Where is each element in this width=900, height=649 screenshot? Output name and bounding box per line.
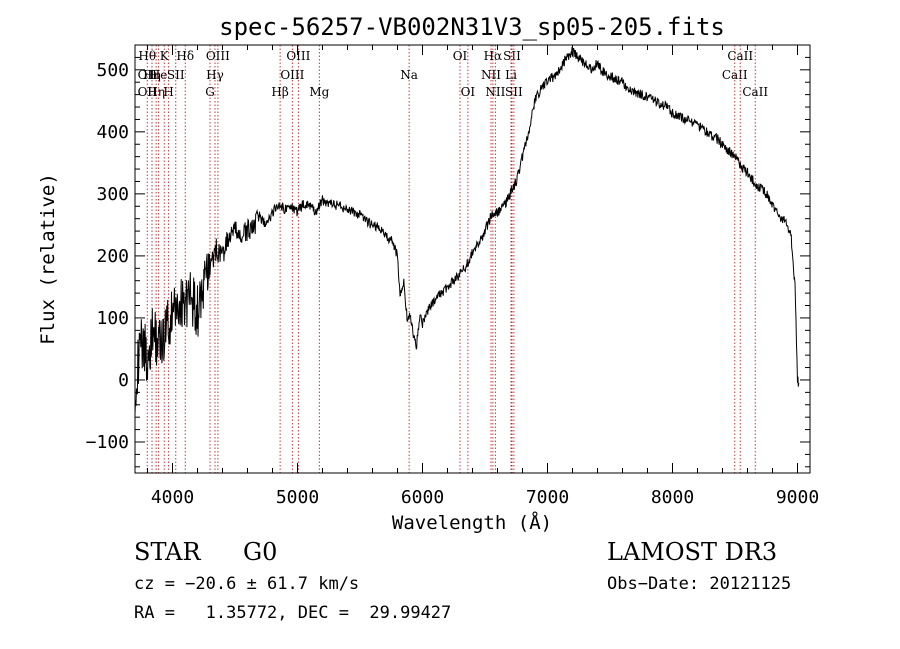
- spectral-line-label: SII: [167, 68, 185, 82]
- spectral-line-label: Na: [400, 68, 418, 82]
- y-tick-label: 0: [118, 370, 129, 391]
- coordinates: RA = 1.35772, DEC = 29.99427: [134, 603, 452, 623]
- axes: 4000 5000 6000 7000 8000 9000 −100 0 100 200 300 40…: [86, 44, 819, 508]
- obs-date: Obs−Date: 20121125: [607, 574, 792, 594]
- spectral-line-label: OIII: [280, 68, 304, 82]
- spectral-line-label: OII: [138, 68, 158, 82]
- spectral-line-label: G: [205, 85, 215, 99]
- y-tick-label: 100: [96, 308, 129, 329]
- object-subclass: G0: [243, 538, 278, 566]
- x-tick-label: 6000: [401, 487, 444, 508]
- spectral-line-label: Hη: [143, 68, 161, 82]
- flux-line: [134, 46, 800, 415]
- spectral-line-label: OIII: [206, 49, 230, 63]
- x-tick-label: 9000: [776, 487, 819, 508]
- spectral-line-label: CaII: [722, 68, 748, 82]
- spectral-line-label: CaII: [742, 85, 768, 99]
- spectral-line-label: H: [163, 85, 173, 99]
- y-tick-label: 400: [96, 122, 129, 143]
- y-tick-label: 500: [96, 60, 129, 81]
- x-tick-label: 5000: [276, 487, 319, 508]
- object-class: STAR: [134, 538, 201, 566]
- spectral-line-label: OI: [453, 49, 468, 63]
- spectral-line-label: Mg: [309, 85, 329, 99]
- spectral-line-label: Hη: [147, 85, 165, 99]
- y-tick-label: 300: [96, 184, 129, 205]
- x-tick-label: 8000: [651, 487, 694, 508]
- redshift-readout: cz = −20.6 ± 61.7 km/s: [134, 574, 360, 594]
- spectral-line-label: Hγ: [206, 68, 224, 82]
- plot-frame: [134, 44, 811, 474]
- spectral-line-label: Hβ: [271, 85, 288, 99]
- spectral-lines: HθOIIOIIHηHηHeKHSIIHδGHγOIIIHβOIIIOIIIMg…: [138, 45, 768, 473]
- spectral-line-label: OIII: [286, 49, 310, 63]
- spectral-line-label: He: [150, 68, 168, 82]
- x-axis-label: Wavelength (Å): [392, 511, 552, 534]
- chart-title: spec-56257-VB002N31V3_sp05-205.fits: [219, 13, 725, 41]
- y-tick-label: 200: [96, 246, 129, 267]
- survey-label: LAMOST DR3: [607, 538, 778, 566]
- spectral-line-label: NII: [481, 68, 501, 82]
- spectral-line-label: Hα: [484, 49, 503, 63]
- flux-series: [134, 46, 800, 415]
- spectral-line-label: Hδ: [176, 49, 194, 63]
- spectral-line-label: SII: [505, 85, 523, 99]
- x-tick-label: 7000: [526, 487, 569, 508]
- spectral-line-label: SII: [503, 49, 521, 63]
- y-axis-label: Flux (relative): [37, 173, 59, 345]
- spectral-line-label: Li: [505, 68, 517, 82]
- spectral-line-label: K: [160, 49, 170, 63]
- y-tick-label: −100: [86, 432, 129, 453]
- x-tick-label: 4000: [151, 487, 194, 508]
- spectral-line-label: OI: [461, 85, 476, 99]
- spectral-line-label: NII: [485, 85, 505, 99]
- spectral-line-label: Hθ: [138, 49, 156, 63]
- spectral-line-label: CaII: [727, 49, 753, 63]
